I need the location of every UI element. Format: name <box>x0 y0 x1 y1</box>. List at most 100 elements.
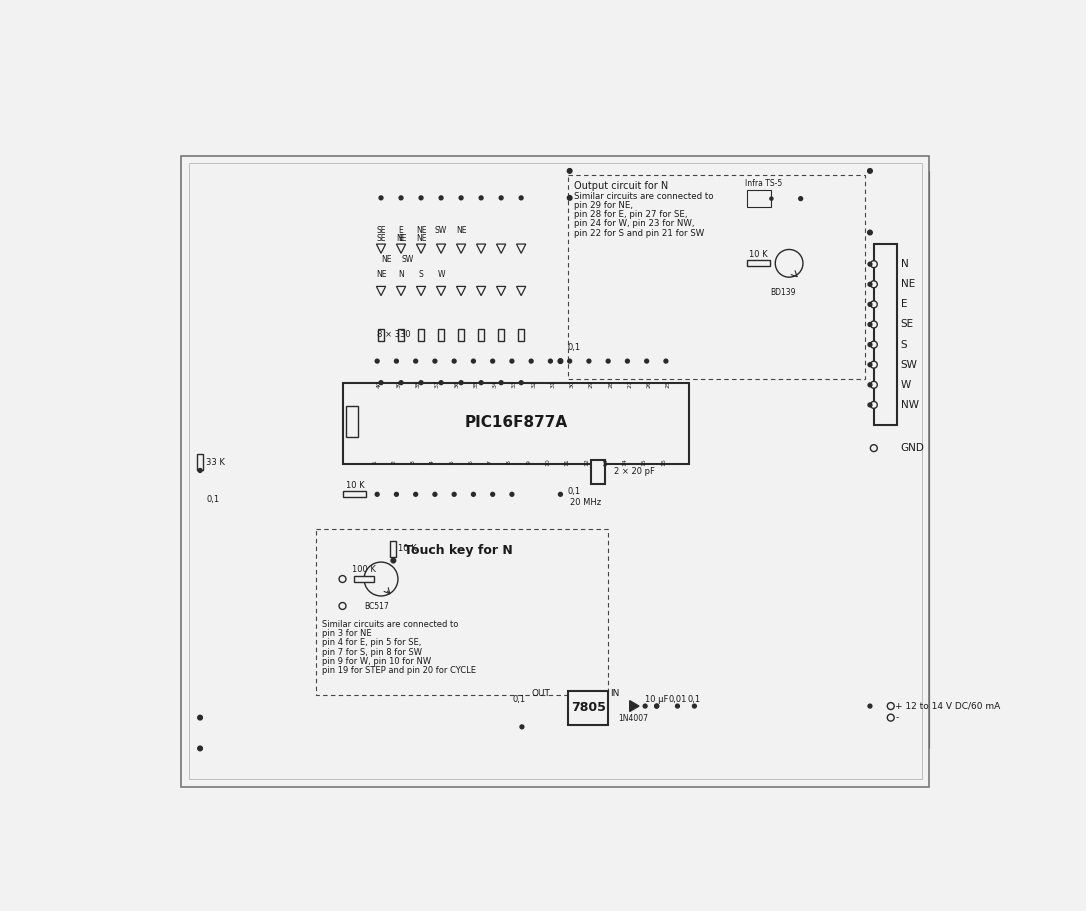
Circle shape <box>379 381 383 384</box>
Text: BD139: BD139 <box>770 288 796 297</box>
Circle shape <box>400 381 403 384</box>
Text: pin 9 for W, pin 10 for NW: pin 9 for W, pin 10 for NW <box>321 657 431 666</box>
Text: S: S <box>900 340 908 350</box>
Text: SW: SW <box>401 255 414 264</box>
Text: 2 × 20 pF: 2 × 20 pF <box>615 467 655 476</box>
Text: GND: GND <box>900 443 924 453</box>
Circle shape <box>798 197 803 200</box>
Text: 10: 10 <box>545 458 551 466</box>
Circle shape <box>439 381 443 384</box>
Text: NW: NW <box>900 400 919 410</box>
Circle shape <box>887 714 894 722</box>
Text: BC517: BC517 <box>364 602 389 611</box>
Circle shape <box>479 381 483 384</box>
Circle shape <box>868 322 872 326</box>
Text: 1N4007: 1N4007 <box>618 714 648 722</box>
Circle shape <box>870 341 877 348</box>
Text: pin 4 for E, pin 5 for SE,: pin 4 for E, pin 5 for SE, <box>321 639 421 648</box>
Circle shape <box>558 359 563 363</box>
Bar <box>518 329 525 341</box>
Text: SE: SE <box>900 320 914 330</box>
Bar <box>418 329 425 341</box>
Text: 8 × 330: 8 × 330 <box>377 331 411 340</box>
Text: 33 K: 33 K <box>206 458 225 467</box>
Text: 31: 31 <box>551 380 555 388</box>
Circle shape <box>645 359 648 363</box>
Bar <box>568 691 608 725</box>
Text: 7805: 7805 <box>571 701 606 714</box>
Text: 37: 37 <box>434 380 440 388</box>
Text: 0,1: 0,1 <box>567 486 581 496</box>
Bar <box>568 175 864 379</box>
Text: 30: 30 <box>570 380 574 388</box>
Circle shape <box>675 704 680 708</box>
Circle shape <box>868 343 872 346</box>
Circle shape <box>433 359 437 363</box>
Bar <box>378 329 384 341</box>
Bar <box>189 163 922 779</box>
Circle shape <box>479 196 483 200</box>
Text: 2: 2 <box>391 460 396 464</box>
Text: 6: 6 <box>468 460 473 464</box>
Circle shape <box>775 250 803 277</box>
Text: NE: NE <box>900 280 915 290</box>
Text: S: S <box>419 270 424 279</box>
Text: 10 K: 10 K <box>397 545 417 554</box>
Bar <box>343 491 366 497</box>
Text: -: - <box>895 713 898 722</box>
Text: NE: NE <box>456 226 466 235</box>
Text: 0,1: 0,1 <box>513 695 526 704</box>
Text: Output circuit for N: Output circuit for N <box>574 181 669 191</box>
Text: 0,1: 0,1 <box>567 343 581 352</box>
Text: 27: 27 <box>628 380 632 388</box>
Circle shape <box>510 359 514 363</box>
Circle shape <box>459 196 463 200</box>
Bar <box>345 405 358 436</box>
Text: 15: 15 <box>642 458 646 466</box>
Text: 26: 26 <box>646 380 652 388</box>
Text: 35: 35 <box>473 380 479 388</box>
Polygon shape <box>630 701 639 711</box>
Circle shape <box>868 383 872 387</box>
Text: E: E <box>399 233 403 242</box>
Text: 25: 25 <box>666 380 671 388</box>
Bar <box>874 244 897 425</box>
Text: Similar circuits are connected to: Similar circuits are connected to <box>321 619 458 629</box>
Text: N: N <box>399 270 404 279</box>
Text: pin 3 for NE: pin 3 for NE <box>321 630 371 638</box>
Circle shape <box>588 359 591 363</box>
Text: 20 MHz: 20 MHz <box>569 498 601 507</box>
Circle shape <box>510 492 514 496</box>
Circle shape <box>870 362 877 368</box>
Text: 10 K: 10 K <box>345 481 364 490</box>
Circle shape <box>770 197 773 200</box>
Text: 10 µF: 10 µF <box>645 695 668 704</box>
Bar <box>498 329 504 341</box>
Bar <box>197 454 203 470</box>
Circle shape <box>655 704 658 708</box>
Circle shape <box>419 381 422 384</box>
Text: 0,01: 0,01 <box>668 695 686 704</box>
Text: 7: 7 <box>488 460 493 464</box>
Text: SW: SW <box>900 360 918 370</box>
Text: 11: 11 <box>565 458 570 466</box>
Circle shape <box>870 321 877 328</box>
Text: 0,1: 0,1 <box>207 496 220 504</box>
Text: Touch key for N: Touch key for N <box>404 545 513 558</box>
Circle shape <box>868 169 872 173</box>
Text: 12: 12 <box>584 458 589 466</box>
Text: 100 K: 100 K <box>352 566 376 575</box>
Text: E: E <box>900 300 907 310</box>
Text: 0,1: 0,1 <box>687 695 700 704</box>
Circle shape <box>519 381 523 384</box>
Text: 16: 16 <box>661 458 666 466</box>
Bar <box>591 460 605 485</box>
Text: IN: IN <box>609 690 619 699</box>
Circle shape <box>459 381 463 384</box>
Text: 40: 40 <box>377 380 382 388</box>
Text: pin 7 for S, pin 8 for SW: pin 7 for S, pin 8 for SW <box>321 648 421 657</box>
Circle shape <box>868 302 872 306</box>
Circle shape <box>868 282 872 286</box>
Text: 5: 5 <box>450 460 454 464</box>
Text: SW: SW <box>435 226 447 235</box>
